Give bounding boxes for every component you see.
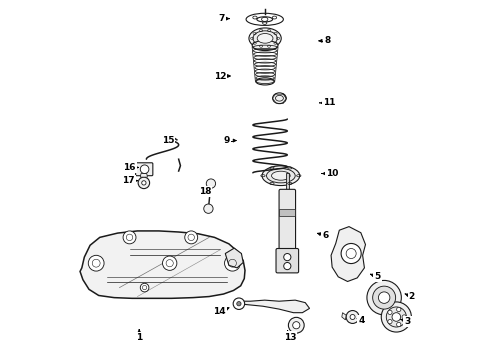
Circle shape bbox=[163, 256, 177, 270]
Ellipse shape bbox=[272, 93, 286, 104]
Text: 2: 2 bbox=[409, 292, 415, 301]
Text: 12: 12 bbox=[214, 72, 226, 81]
Ellipse shape bbox=[249, 28, 281, 49]
Ellipse shape bbox=[271, 171, 290, 180]
FancyBboxPatch shape bbox=[276, 248, 298, 273]
Polygon shape bbox=[342, 313, 346, 320]
FancyBboxPatch shape bbox=[279, 189, 295, 255]
Circle shape bbox=[140, 283, 149, 292]
Circle shape bbox=[341, 243, 361, 264]
FancyBboxPatch shape bbox=[136, 163, 153, 176]
Circle shape bbox=[378, 292, 390, 303]
Text: 16: 16 bbox=[123, 163, 136, 172]
Text: 5: 5 bbox=[374, 272, 381, 281]
Bar bbox=[286, 173, 289, 191]
Text: 17: 17 bbox=[122, 176, 135, 185]
Polygon shape bbox=[80, 231, 245, 298]
Circle shape bbox=[237, 302, 241, 306]
Circle shape bbox=[402, 315, 406, 319]
Polygon shape bbox=[236, 300, 310, 313]
Circle shape bbox=[284, 253, 291, 261]
Text: 9: 9 bbox=[223, 136, 229, 145]
Text: 15: 15 bbox=[162, 136, 174, 145]
Circle shape bbox=[206, 179, 216, 188]
Circle shape bbox=[123, 231, 136, 244]
Text: 3: 3 bbox=[404, 317, 411, 326]
Circle shape bbox=[293, 321, 300, 329]
Text: 11: 11 bbox=[323, 98, 336, 107]
Text: 6: 6 bbox=[322, 231, 329, 240]
Bar bbox=[279, 210, 295, 216]
Text: 7: 7 bbox=[219, 14, 225, 23]
Circle shape bbox=[88, 255, 104, 271]
Ellipse shape bbox=[267, 168, 295, 183]
Ellipse shape bbox=[256, 78, 274, 85]
Circle shape bbox=[204, 204, 213, 213]
Circle shape bbox=[138, 177, 149, 189]
Circle shape bbox=[185, 231, 197, 244]
Text: 18: 18 bbox=[198, 187, 211, 196]
Polygon shape bbox=[225, 248, 243, 268]
Circle shape bbox=[367, 280, 401, 315]
Polygon shape bbox=[331, 226, 366, 282]
Circle shape bbox=[142, 181, 146, 185]
Ellipse shape bbox=[253, 31, 277, 46]
Circle shape bbox=[388, 310, 392, 315]
Circle shape bbox=[396, 322, 401, 327]
Circle shape bbox=[140, 165, 149, 174]
Circle shape bbox=[224, 255, 240, 271]
Circle shape bbox=[381, 302, 412, 332]
Text: 1: 1 bbox=[136, 333, 142, 342]
Circle shape bbox=[284, 262, 291, 270]
Ellipse shape bbox=[252, 41, 278, 50]
Text: 10: 10 bbox=[325, 169, 338, 178]
Circle shape bbox=[388, 319, 392, 324]
Text: 4: 4 bbox=[358, 316, 365, 325]
Polygon shape bbox=[140, 174, 147, 177]
Ellipse shape bbox=[257, 33, 273, 43]
Ellipse shape bbox=[262, 166, 300, 185]
Circle shape bbox=[396, 307, 401, 312]
Circle shape bbox=[289, 318, 304, 333]
Circle shape bbox=[373, 286, 395, 309]
Circle shape bbox=[392, 313, 401, 321]
Text: 13: 13 bbox=[284, 333, 296, 342]
Circle shape bbox=[346, 311, 359, 323]
Text: 14: 14 bbox=[213, 307, 225, 316]
Circle shape bbox=[233, 298, 245, 310]
Text: 8: 8 bbox=[324, 36, 331, 45]
Circle shape bbox=[350, 315, 355, 319]
Circle shape bbox=[386, 307, 406, 327]
